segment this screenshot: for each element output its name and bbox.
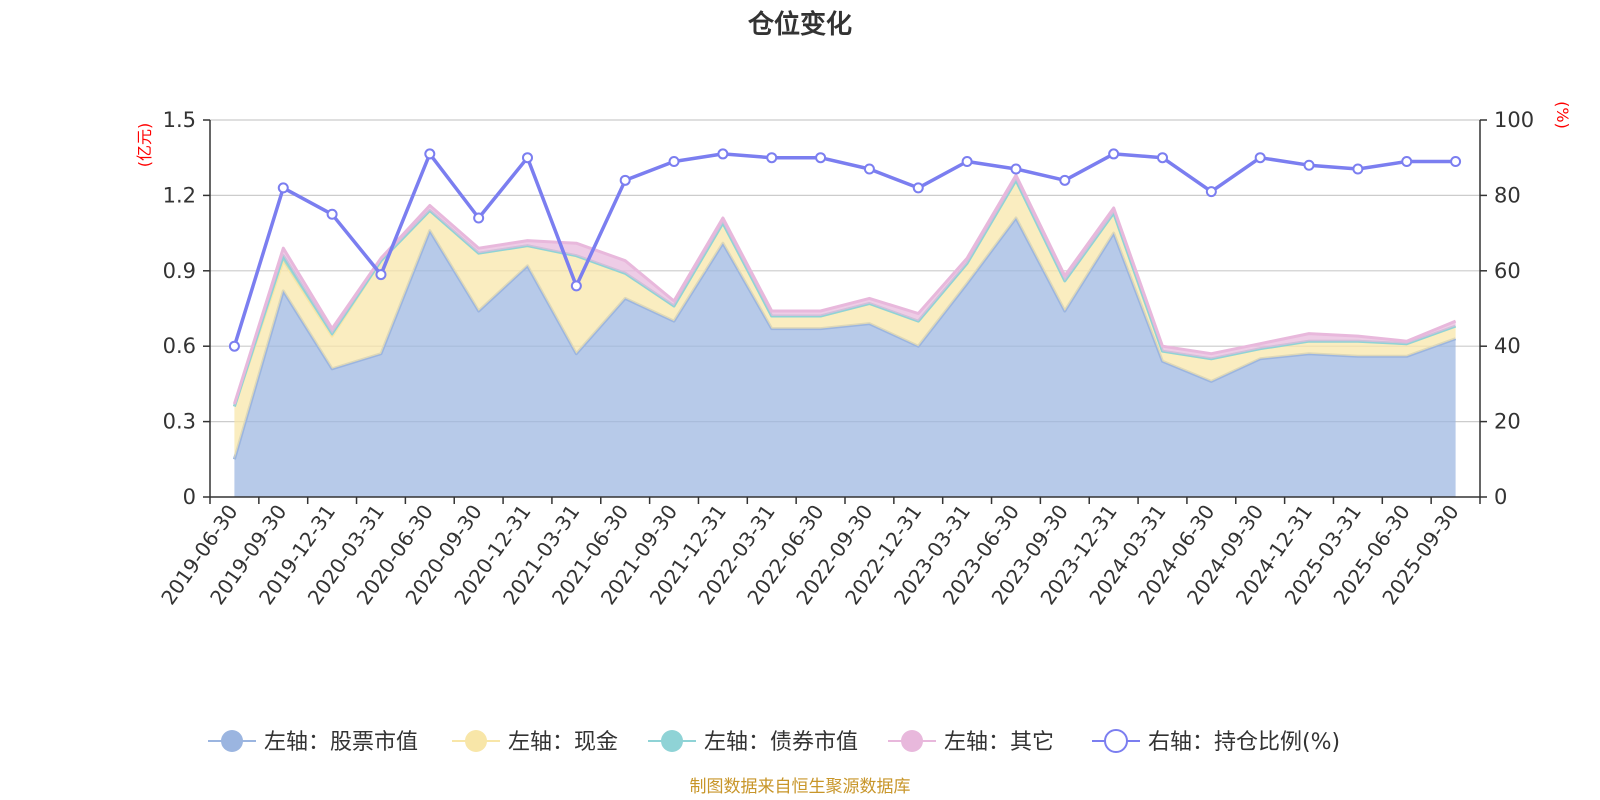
left-axis-tick-label: 0.9	[163, 259, 196, 283]
legend: 左轴：股票市值 左轴：现金 左轴：债券市值 左轴：其它 右轴：持仓比例(%)	[208, 729, 1340, 755]
ratio-point	[619, 174, 631, 186]
legend-label: 左轴：现金	[508, 730, 618, 755]
legend-label: 左轴：其它	[944, 730, 1054, 755]
ratio-point	[1254, 152, 1266, 164]
legend-label: 左轴：股票市值	[264, 730, 418, 755]
ratio-point	[570, 280, 582, 292]
ratio-point	[1401, 155, 1413, 167]
left-axis-tick-label: 1.5	[163, 108, 196, 132]
legend-marker	[661, 730, 683, 752]
ratio-point	[1010, 163, 1022, 175]
right-axis-tick-label: 20	[1494, 410, 1521, 434]
ratio-point	[1450, 155, 1462, 167]
ratio-point	[1205, 186, 1217, 198]
legend-item: 左轴：现金	[452, 730, 618, 755]
right-axis-tick-label: 100	[1494, 108, 1534, 132]
legend-item: 右轴：持仓比例(%)	[1092, 729, 1340, 755]
ratio-point	[863, 163, 875, 175]
ratio-line-series	[228, 148, 1462, 352]
ratio-point	[766, 152, 778, 164]
area-band	[234, 180, 1456, 460]
ratio-point	[1108, 148, 1120, 160]
left-axis-tick-label: 1.2	[163, 183, 196, 207]
area-band	[234, 218, 1456, 497]
left-axis-tick-label: 0	[183, 485, 196, 509]
ratio-point	[717, 148, 729, 160]
ratio-point	[1303, 159, 1315, 171]
ratio-point	[228, 340, 240, 352]
stacked-areas	[232, 173, 1457, 497]
left-axis-tick-label: 0.6	[163, 334, 196, 358]
ratio-point	[815, 152, 827, 164]
legend-marker	[465, 730, 487, 752]
right-axis-tick-label: 40	[1494, 334, 1521, 358]
right-axis-tick-label: 80	[1494, 183, 1521, 207]
ratio-point	[375, 269, 387, 281]
ratio-point	[277, 182, 289, 194]
right-axis-tick-label: 60	[1494, 259, 1521, 283]
ratio-point	[522, 152, 533, 164]
ratio-point	[668, 155, 680, 167]
chart-title: 仓位变化	[747, 9, 852, 40]
legend-marker	[221, 730, 243, 752]
ratio-point	[1157, 152, 1168, 164]
source-note: 制图数据来自恒生聚源数据库	[690, 777, 911, 797]
right-axis-unit: (%)	[1553, 101, 1572, 129]
left-axis-tick-label: 0.3	[163, 410, 196, 434]
ratio-point	[961, 155, 973, 167]
ratio-point	[473, 212, 485, 224]
legend-marker	[901, 730, 923, 752]
ratio-point	[1352, 163, 1364, 175]
ratio-point	[1059, 174, 1071, 186]
area-edge-line	[232, 173, 1457, 405]
ratio-point	[912, 182, 924, 194]
legend-label: 右轴：持仓比例(%)	[1148, 730, 1340, 755]
legend-item: 左轴：债券市值	[648, 730, 858, 755]
legend-label: 左轴：债券市值	[704, 730, 858, 755]
legend-item: 左轴：其它	[888, 730, 1054, 755]
left-axis-unit: (亿元)	[135, 123, 154, 168]
ratio-point	[424, 148, 436, 160]
legend-marker	[1104, 729, 1128, 753]
ratio-line	[232, 152, 1456, 347]
ratio-point	[326, 208, 338, 220]
right-axis-tick-label: 0	[1494, 485, 1507, 509]
legend-item: 左轴：股票市值	[208, 730, 418, 755]
